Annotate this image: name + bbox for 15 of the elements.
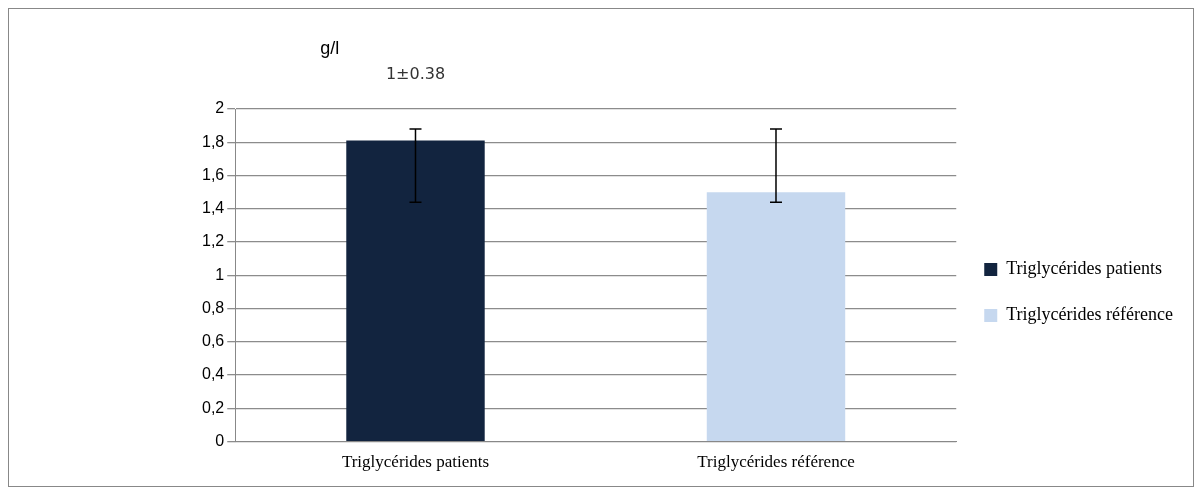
y-tick-label: 1	[215, 265, 225, 283]
y-tick-label: 2	[215, 99, 225, 117]
y-tick-label: 0,8	[201, 298, 225, 316]
y-tick-label: 0,2	[201, 398, 225, 416]
legend-label: Triglycérides patients	[1006, 258, 1163, 279]
y-tick-label: 1,6	[201, 165, 225, 183]
y-tick-label: 1,8	[201, 132, 225, 150]
legend-label: Triglycérides référence	[1006, 304, 1174, 325]
text: 1±0.38	[385, 64, 446, 83]
y-tick-label: 1,2	[201, 232, 225, 250]
y-tick-label: 0,6	[201, 332, 225, 350]
y-tick-label: 0	[215, 432, 225, 450]
y-tick-label: 1,4	[201, 199, 225, 217]
y-tick-label: 0,4	[201, 365, 225, 383]
y-axis-title: g/l	[320, 38, 340, 58]
